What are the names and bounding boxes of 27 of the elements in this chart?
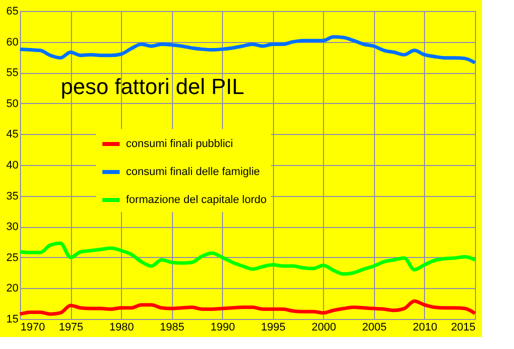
legend-label: consumi finali pubblici: [126, 138, 233, 150]
y-tick-label: 15: [6, 314, 18, 326]
legend-label: formazione del capitale lordo: [126, 194, 267, 206]
x-tick-label: 1995: [261, 322, 286, 334]
y-tick-label: 20: [6, 282, 18, 295]
x-tick-label: 2015: [451, 322, 476, 334]
x-tick-label: 2010: [412, 322, 438, 334]
y-tick-label: 30: [6, 221, 18, 234]
y-tick-label: 25: [6, 252, 18, 264]
line-series: [18, 241, 477, 276]
y-tick-label: 65: [6, 6, 18, 18]
x-tick-label: 1990: [210, 322, 235, 334]
legend-label: consumi finali delle famiglie: [126, 166, 260, 178]
y-tick-label: 45: [6, 128, 18, 141]
x-tick-label: 2005: [362, 322, 387, 334]
x-tick-label: 1970: [20, 322, 45, 334]
y-tick-label: 60: [6, 36, 18, 48]
line-series: [18, 299, 477, 316]
x-tick-label: 1975: [58, 322, 84, 334]
y-tick-label: 50: [6, 98, 18, 110]
x-tick-label: 2000: [312, 322, 336, 334]
x-tick-label: 1980: [109, 322, 134, 334]
y-tick-label: 40: [6, 160, 18, 172]
y-tick-label: 35: [6, 190, 18, 202]
line-series: [18, 35, 477, 64]
x-tick-label: 1985: [160, 322, 184, 334]
y-tick-label: 55: [6, 67, 18, 80]
